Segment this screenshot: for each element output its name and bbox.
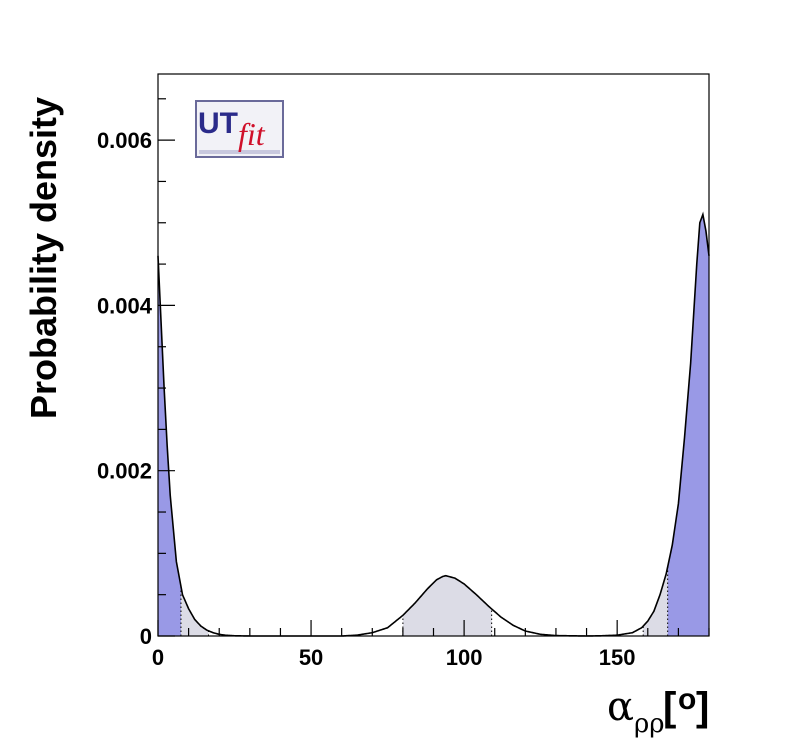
x-tick-labels: 0 50 100 150 (152, 645, 636, 670)
logo-ut-text: UT (198, 107, 238, 140)
utfit-logo: UT fit (195, 100, 284, 158)
x-axis-label-bracket-open: [ (663, 685, 676, 729)
x-axis-label-unit: o (678, 683, 696, 716)
x-tick-label: 100 (446, 645, 483, 670)
logo-fit-text: fit (238, 116, 266, 152)
y-tick-label: 0.002 (97, 459, 152, 484)
x-axis-label-subscript: ρρ (634, 709, 665, 739)
region-95-fill (402, 575, 492, 636)
x-tick-label: 150 (599, 645, 636, 670)
y-tick-label: 0.004 (97, 293, 153, 318)
axis-ticks (157, 98, 710, 637)
region-68-fill (667, 214, 709, 636)
x-tick-label: 50 (299, 645, 323, 670)
region-95-fill (180, 586, 209, 636)
x-axis-label: α ρρ [ o ] (607, 683, 709, 739)
y-tick-label: 0 (140, 624, 152, 649)
y-tick-label: 0.006 (97, 128, 152, 153)
x-tick-label: 0 (152, 645, 164, 670)
x-axis-label-symbol: α (607, 684, 634, 730)
logo-frame (195, 100, 284, 158)
y-axis-label: Probability density (23, 97, 64, 419)
region-68-fill (158, 255, 181, 636)
logo-underline (199, 150, 280, 154)
x-axis-label-bracket-close: ] (696, 685, 709, 729)
y-tick-labels: 0 0.002 0.004 0.006 (97, 128, 153, 649)
credible-regions (158, 214, 709, 636)
